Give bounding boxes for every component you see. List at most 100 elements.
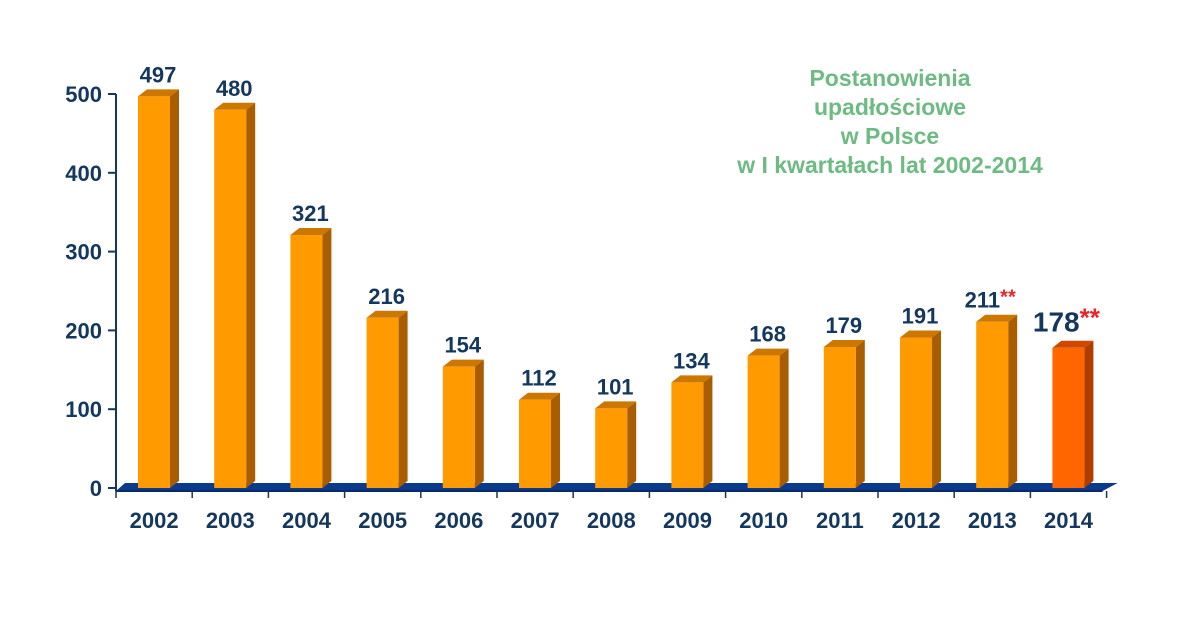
data-label-2009: 134 (673, 348, 710, 373)
bar-top (290, 228, 332, 236)
chart-title: Postanowienia upadłościowe w Polsce w I … (700, 64, 1080, 180)
bar-2002 (138, 89, 179, 488)
data-label-value: 211 (965, 288, 1001, 313)
bar-top (138, 89, 179, 97)
bar-front (442, 366, 475, 488)
x-tick-label: 2004 (282, 508, 332, 533)
bar-front (595, 408, 628, 488)
bar-side (932, 330, 941, 488)
data-label-2002: 497 (140, 62, 177, 87)
bar-side (398, 310, 408, 488)
data-label-value: 497 (140, 62, 177, 87)
bar-front (823, 346, 856, 488)
data-label-2011: 179 (825, 313, 862, 338)
bar-front (290, 235, 323, 488)
y-tick-label: 100 (65, 397, 102, 422)
data-label-2010: 168 (749, 322, 786, 347)
data-label-value: 168 (749, 322, 786, 347)
bar-2006 (442, 359, 484, 488)
y-tick-label: 300 (65, 240, 102, 265)
data-label-2005: 216 (368, 284, 405, 309)
chart-title-line: w I kwartałach lat 2002-2014 (737, 152, 1043, 178)
data-label-value: 112 (521, 366, 557, 391)
data-label-value: 101 (597, 374, 634, 399)
bar-top (671, 375, 713, 383)
bar-2004 (290, 228, 332, 488)
bar-top (823, 339, 865, 347)
bar-side (551, 392, 560, 488)
footnote-marker: ** (1080, 303, 1101, 333)
x-tick-label: 2003 (206, 508, 255, 533)
data-label-2013: 211** (965, 287, 1016, 313)
x-tick-label: 2009 (663, 508, 712, 533)
bar-side (855, 339, 865, 488)
data-label-2004: 321 (292, 201, 329, 226)
bar-2009 (671, 375, 713, 488)
x-tick-label: 2010 (739, 508, 788, 533)
bar-top (595, 401, 637, 409)
data-label-value: 480 (216, 76, 253, 101)
data-label-2014: 178** (1033, 303, 1101, 338)
bar-top (976, 314, 1018, 322)
data-label-2012: 191 (902, 303, 939, 328)
data-label-value: 216 (368, 284, 405, 309)
x-tick-label: 2002 (130, 508, 179, 533)
bars-group (138, 89, 1094, 488)
x-tick-label: 2013 (968, 508, 1017, 533)
bar-front (671, 382, 704, 488)
chart-title-line: Postanowienia (809, 65, 971, 91)
bar-2011 (823, 339, 865, 488)
x-tick-label: 2008 (587, 508, 636, 533)
bar-side (779, 348, 789, 488)
y-tick-label: 200 (65, 318, 102, 343)
bar-2014 (1052, 340, 1094, 488)
bar-side (1084, 340, 1094, 488)
chart-title-line: upadłościowe (813, 94, 967, 120)
x-tick-label: 2014 (1044, 508, 1094, 533)
bar-front (366, 317, 399, 488)
bar-front (1052, 347, 1085, 488)
bar-side (474, 359, 484, 488)
y-axis: 0 100 200 300 400 500 (65, 82, 117, 501)
data-label-2008: 101 (597, 374, 634, 399)
data-label-2007: 112 (521, 366, 557, 391)
bar-2012 (900, 330, 941, 488)
x-tick-label: 2011 (816, 508, 864, 533)
bar-front (976, 321, 1009, 488)
bar-side (170, 89, 179, 488)
bar-front (214, 109, 247, 488)
y-tick-label: 500 (65, 82, 102, 107)
bar-2010 (747, 348, 789, 488)
footnote-marker: ** (1000, 287, 1016, 309)
bar-top (442, 359, 484, 367)
bar-2003 (214, 102, 256, 488)
data-label-2006: 154 (444, 333, 481, 358)
x-axis-labels: 2002 2003 2004 2005 2006 2007 2008 2009 2010 2011… (130, 508, 1094, 533)
bar-top (519, 392, 560, 400)
data-label-2003: 480 (216, 76, 253, 101)
data-label-value: 179 (825, 313, 862, 338)
y-tick-label: 400 (65, 161, 102, 186)
bar-side (322, 228, 332, 488)
x-tick-label: 2005 (358, 508, 407, 533)
bar-side (246, 102, 256, 488)
data-label-value: 134 (673, 348, 710, 373)
y-tick-label: 0 (90, 476, 102, 501)
bar-top (214, 102, 256, 110)
bar-front (747, 355, 780, 488)
chart-title-line: w Polsce (840, 123, 940, 149)
bar-front (138, 96, 170, 488)
x-tick-label: 2007 (511, 508, 560, 533)
bar-2007 (519, 392, 560, 488)
bar-front (519, 399, 551, 488)
x-tick-label: 2006 (434, 508, 483, 533)
bar-2008 (595, 401, 637, 488)
bar-top (1052, 340, 1094, 348)
bar-side (627, 401, 637, 488)
bar-top (366, 310, 408, 318)
bar-front (900, 337, 932, 488)
data-label-value: 154 (444, 333, 481, 358)
bar-side (1008, 314, 1018, 488)
